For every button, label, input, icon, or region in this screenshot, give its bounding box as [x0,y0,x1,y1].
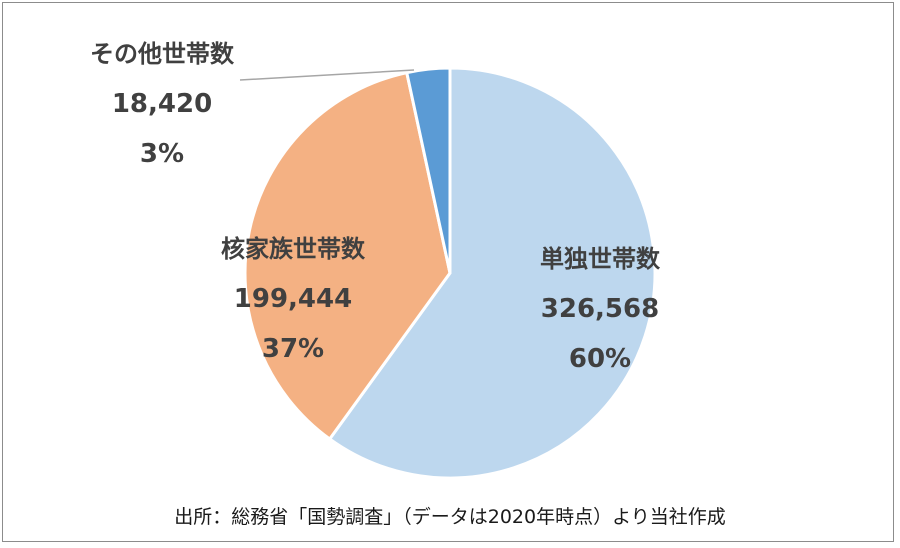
slice-label-value: 18,420 [112,89,212,119]
leader-line-other [239,69,415,81]
slice-label-value: 199,444 [234,284,352,314]
slice-label-percent: 3% [140,139,184,169]
slice-label-percent: 37% [262,334,324,364]
pie-slice-other [405,66,452,275]
slice-label-name: 核家族世帯数 [221,235,366,263]
source-note: 出所：総務省「国勢調査」（データは2020年時点）より当社作成 [174,506,726,528]
data-label-single: 単独世帯数 326,568 60% [540,245,661,374]
pie-slice-nuclear [243,71,452,441]
pie-slice-single [328,66,657,480]
slice-label-name: その他世帯数 [90,40,235,68]
data-label-nuclear: 核家族世帯数 199,444 37% [221,235,366,364]
slice-label-percent: 60% [569,344,631,374]
data-label-other: その他世帯数 18,420 3% [90,40,235,169]
slice-label-value: 326,568 [541,294,659,324]
pie-slices [243,66,657,480]
slice-label-name: 単独世帯数 [540,245,661,273]
